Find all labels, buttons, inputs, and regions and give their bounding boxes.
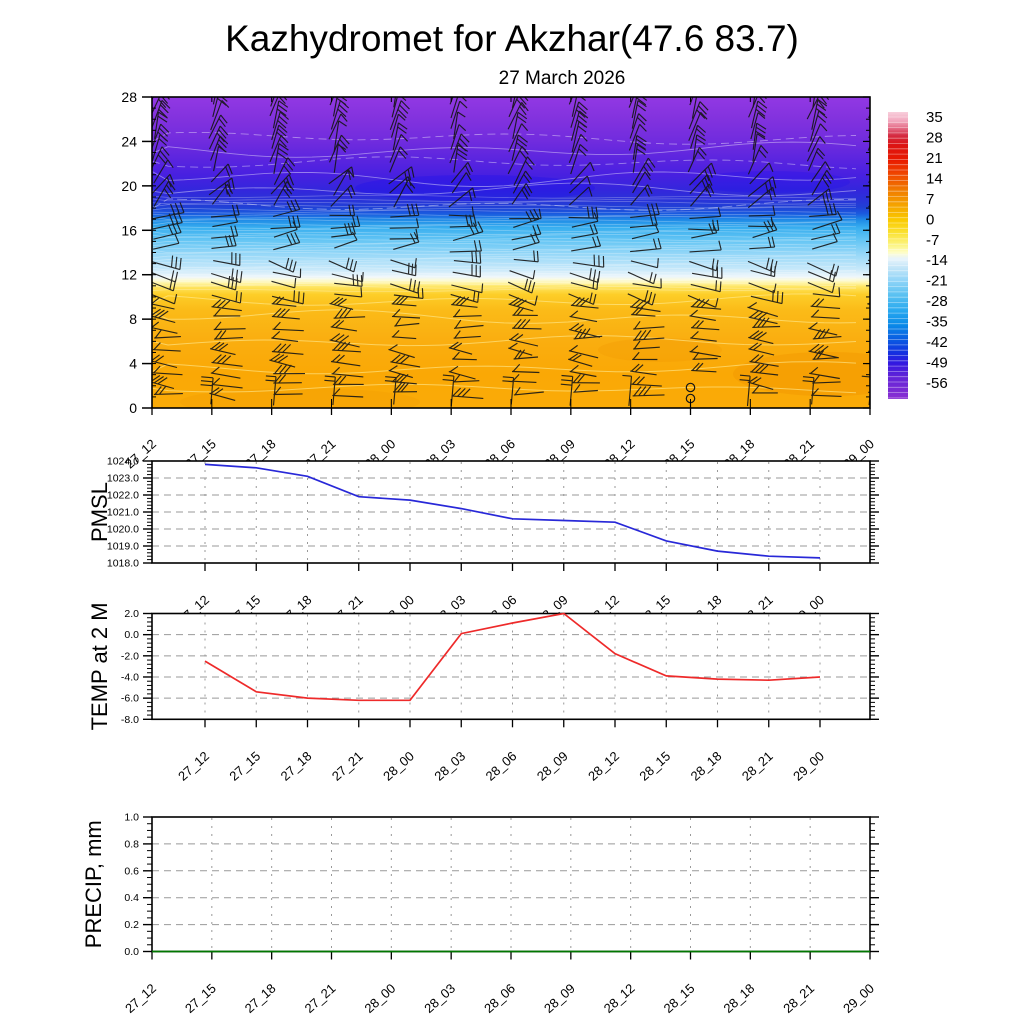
top-y-tick-label: 28 [121,89,137,105]
colorbar-tick-label: 7 [926,191,934,208]
precip-panel-x-tick-label: 27_18 [242,981,279,1016]
colorbar-tick-label: -35 [926,314,948,331]
temp-panel-x-tick-label: 28_12 [585,748,622,783]
top-y-tick-label: 4 [129,356,137,372]
precip-panel-axis-title: PRECIP, mm [81,820,106,948]
temp-panel-y-tick-label: -8.0 [121,714,139,726]
precip-panel-x-tick-label: 28_06 [481,981,518,1016]
pmsl-panel-y-tick-label: 1022.0 [107,490,139,502]
precip-panel-x-tick-label: 28_00 [361,981,398,1016]
temp-panel-x-tick-label: 27_15 [226,748,263,783]
precip-panel-y-tick-label: 1.0 [124,812,139,824]
temp-panel-y-tick-label: -2.0 [121,650,139,662]
temp-panel-x-tick-label: 28_21 [739,748,776,783]
temp-panel-x-tick-label: 28_03 [431,748,468,783]
page-subtitle: 27 March 2026 [498,68,626,89]
temp-panel-x-tick-label: 29_00 [790,748,827,783]
temp-panel-x-tick-label: 27_12 [175,748,212,783]
pmsl-panel-series-line [204,463,821,559]
top-y-tick-label: 20 [121,178,137,194]
precip-panel-y-tick-label: 0.6 [124,865,139,877]
temp-panel-x-tick-label: 28_15 [636,748,673,783]
colorbar-tick-label: -21 [926,273,948,290]
precip-panel-x-tick-label: 27_21 [302,981,339,1016]
pmsl-panel-y-tick-label: 1021.0 [107,507,139,519]
colorbar-tick-label: 0 [926,211,934,228]
precip-panel-y-tick-label: 0.4 [124,892,139,904]
colorbar-tick-label: -49 [926,355,948,372]
top-y-tick-label: 12 [121,267,137,283]
precip-panel-x-tick-label: 28_12 [601,981,638,1016]
colorbar-gradient [888,112,908,399]
top-y-tick-label: 24 [121,133,137,149]
temp-panel-axis-title: TEMP at 2 M [87,602,112,730]
temperature-contour-fill [152,97,870,408]
temp-panel-y-tick-label: 2.0 [124,608,139,620]
precip-panel-x-tick-label: 27_15 [182,981,219,1016]
precip-panel-y-tick-label: 0.2 [124,919,139,931]
top-contour-decorations [152,131,870,408]
colorbar-tick-label: -7 [926,232,939,249]
top-y-tick-label: 0 [129,400,137,416]
colorbar-tick-label: 14 [926,170,943,187]
precip-panel-y-tick-label: 0.8 [124,838,139,850]
precip-panel: 1.0 0.8 0.6 0.4 0.2 0.0 27_12 27_15 27_18 27_21 28… [81,812,879,1016]
temp-panel-y-tick-label: -4.0 [121,671,139,683]
colorbar-tick-label: -42 [926,334,948,351]
top-y-tick-label: 16 [121,222,137,238]
temp-panel-y-tick-label: 0.0 [124,629,139,641]
temp-panel-x-tick-label: 28_06 [483,748,520,783]
temp-panel-x-tick-label: 28_00 [380,748,417,783]
precip-panel-x-tick-label: 28_21 [780,981,817,1016]
precip-panel-y-tick-label: 0.0 [124,946,139,958]
temp-panel-x-tick-label: 28_18 [688,748,725,783]
colorbar-tick-label: -56 [926,375,948,392]
precip-panel-x-tick-label: 28_15 [661,981,698,1016]
precip-panel-x-tick-label: 28_18 [720,981,757,1016]
precip-panel-x-tick-label: 29_00 [840,981,877,1016]
temp-panel-x-tick-label: 28_09 [534,748,571,783]
pmsl-panel-axis-title: PMSL [87,482,112,542]
temp-panel-series-line [204,612,821,702]
top-y-tick-label: 8 [129,311,137,327]
colorbar-tick-label: -28 [926,293,948,310]
pmsl-panel-y-tick-label: 1019.0 [107,541,139,553]
pmsl-panel-y-tick-label: 1023.0 [107,473,139,485]
precip-panel-x-tick-label: 28_03 [421,981,458,1016]
colorbar-tick-label: 28 [926,129,943,146]
temp-panel: 2.0 0.0 -2.0 -4.0 -6.0 -8.0 27_12 27_15 27_18 27_… [87,602,879,784]
temp-panel-x-tick-label: 27_21 [329,748,366,783]
page-title: Kazhydromet for Akzhar(47.6 83.7) [225,18,799,59]
precip-panel-x-tick-label: 27_12 [122,981,159,1016]
colorbar: 35 28 21 14 7 0 -7 -14 -21 -28 -35 -42 -49 -56 [888,109,948,399]
temp-panel-y-tick-label: -6.0 [121,693,139,705]
pmsl-panel-y-tick-label: 1024.0 [107,456,139,468]
colorbar-tick-label: -14 [926,252,948,269]
precip-panel-x-tick-label: 28_09 [541,981,578,1016]
temp-panel-x-tick-label: 27_18 [278,748,315,783]
wind-barbs [152,97,870,407]
colorbar-tick-label: 21 [926,150,943,167]
pmsl-panel-y-tick-label: 1020.0 [107,524,139,536]
colorbar-tick-label: 35 [926,109,943,126]
pmsl-panel-y-tick-label: 1018.0 [107,558,139,570]
pmsl-panel: 1024.0 1023.0 1022.0 1021.0 1020.0 1019.0 1018… [87,456,879,627]
